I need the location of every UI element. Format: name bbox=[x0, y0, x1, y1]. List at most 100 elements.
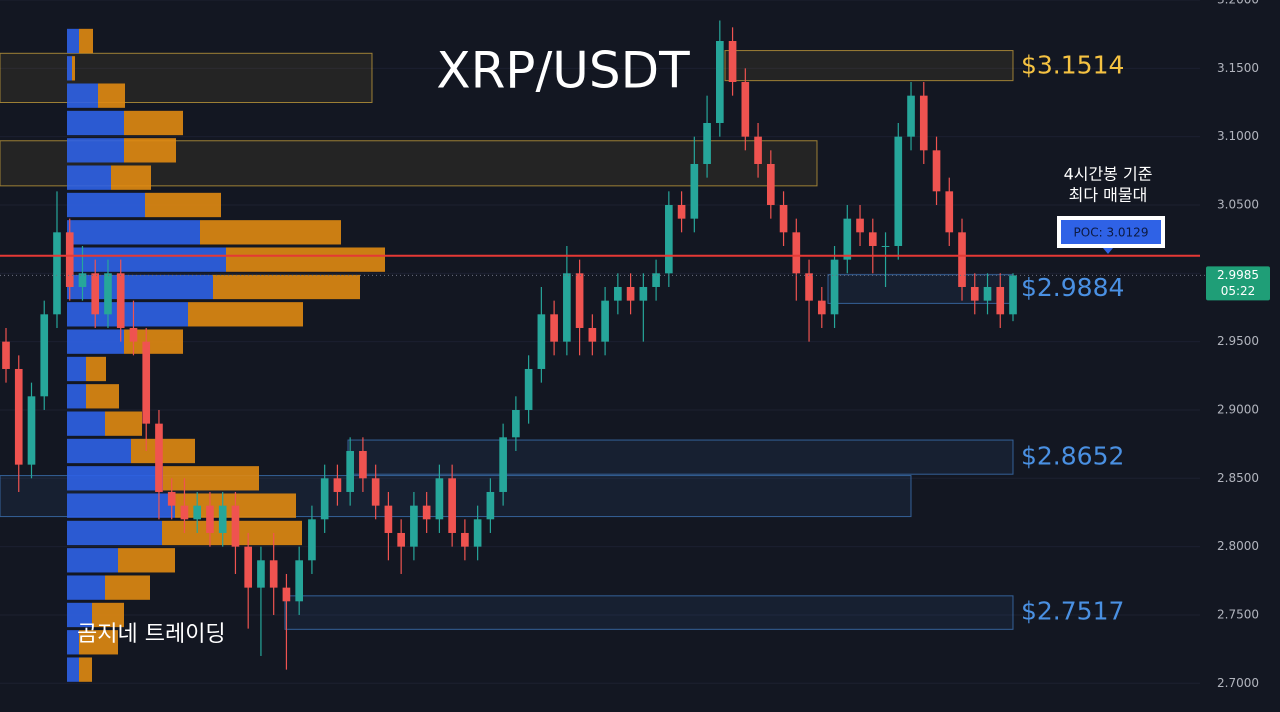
y-tick-label: 2.9500 bbox=[1217, 334, 1259, 348]
candle-body bbox=[320, 478, 329, 520]
candle-body bbox=[588, 327, 597, 342]
annotation: 4시간봉 기준 bbox=[1064, 165, 1153, 184]
profile-buy bbox=[67, 575, 105, 600]
candle-body bbox=[715, 40, 724, 123]
profile-buy bbox=[67, 247, 226, 272]
candle-body bbox=[180, 505, 189, 520]
candle-body bbox=[945, 191, 954, 233]
profile-buy bbox=[67, 56, 72, 81]
candle-body bbox=[91, 273, 100, 315]
candle-body bbox=[193, 505, 202, 520]
candle-body bbox=[512, 409, 520, 438]
chart-title: XRP/USDT bbox=[436, 42, 690, 100]
candle-body bbox=[53, 232, 61, 315]
candle-body bbox=[550, 314, 558, 342]
candle-body bbox=[881, 245, 890, 247]
y-tick-label: 3.1500 bbox=[1217, 61, 1259, 75]
candle-body bbox=[932, 150, 941, 192]
candle-body bbox=[817, 300, 826, 315]
profile-buy bbox=[67, 83, 98, 108]
zone-label: $2.9884 bbox=[1021, 273, 1124, 302]
candle-body bbox=[116, 273, 125, 328]
profile-buy bbox=[67, 138, 124, 163]
profile-buy bbox=[67, 274, 213, 300]
profile-sell bbox=[131, 438, 195, 464]
candle-body bbox=[843, 218, 852, 260]
annotation: 최다 매물대 bbox=[1069, 186, 1148, 205]
candle-body bbox=[677, 204, 686, 219]
candle-body bbox=[524, 368, 533, 410]
profile-buy bbox=[67, 356, 86, 382]
candle-body bbox=[639, 286, 648, 301]
profile-sell bbox=[111, 165, 151, 190]
profile-buy bbox=[67, 548, 118, 573]
candle-body bbox=[461, 532, 469, 547]
candle-body bbox=[422, 505, 431, 520]
profile-buy bbox=[67, 602, 92, 628]
profile-buy bbox=[67, 28, 79, 54]
candle-body bbox=[1009, 275, 1017, 315]
profile-sell bbox=[163, 466, 259, 491]
profile-buy bbox=[67, 411, 105, 436]
profile-sell bbox=[86, 384, 119, 409]
candle-body bbox=[907, 95, 915, 137]
zone-label: $2.7517 bbox=[1021, 597, 1124, 626]
profile-buy bbox=[67, 466, 163, 491]
candle-body bbox=[805, 273, 813, 301]
profile-sell bbox=[79, 28, 93, 54]
candle-body bbox=[575, 273, 584, 328]
profile-sell bbox=[92, 602, 124, 628]
profile-sell bbox=[226, 247, 385, 272]
candle-body bbox=[384, 505, 393, 533]
profile-buy bbox=[67, 384, 86, 409]
watermark: 곰지네 트레이딩 bbox=[77, 622, 226, 647]
candle-body bbox=[868, 232, 877, 246]
profile-sell bbox=[72, 56, 75, 81]
candle-body bbox=[346, 450, 354, 492]
poc-box bbox=[1061, 220, 1161, 244]
candle-body bbox=[486, 491, 495, 520]
candle-body bbox=[779, 204, 788, 233]
profile-sell bbox=[200, 220, 341, 245]
candle-body bbox=[614, 286, 622, 301]
candle-body bbox=[448, 478, 456, 533]
candle-body bbox=[983, 286, 992, 301]
candle-body bbox=[690, 163, 699, 219]
candle-body bbox=[244, 546, 253, 588]
profile-sell bbox=[188, 302, 303, 327]
candle-body bbox=[78, 273, 87, 287]
candle-body bbox=[359, 450, 367, 479]
candle-body bbox=[257, 560, 265, 588]
candles bbox=[2, 20, 1017, 670]
volume-profile bbox=[67, 28, 385, 682]
profile-sell bbox=[79, 630, 118, 655]
candle-body bbox=[970, 286, 979, 301]
poc-label: POC: 3.0129 bbox=[1074, 226, 1149, 240]
candle-body bbox=[206, 505, 214, 533]
candle-body bbox=[142, 341, 151, 424]
profile-sell bbox=[105, 411, 142, 436]
zone bbox=[284, 595, 1014, 630]
candle-body bbox=[218, 505, 227, 533]
zone bbox=[724, 50, 1014, 82]
profile-sell bbox=[124, 110, 183, 136]
profile-sell bbox=[145, 192, 221, 218]
profile-sell bbox=[79, 657, 92, 682]
candle-body bbox=[626, 286, 635, 301]
profile-buy bbox=[67, 165, 111, 190]
candle-body bbox=[282, 587, 291, 602]
candle-body bbox=[333, 478, 342, 492]
candle-body bbox=[894, 136, 903, 246]
candle-body bbox=[856, 218, 864, 233]
candle-body bbox=[741, 81, 750, 137]
candle-body bbox=[919, 95, 928, 151]
profile-buy bbox=[67, 192, 145, 218]
candle-body bbox=[65, 232, 74, 287]
profile-sell bbox=[118, 548, 175, 573]
profile-sell bbox=[86, 356, 106, 382]
zone bbox=[0, 52, 373, 103]
zones bbox=[0, 50, 1014, 630]
candle-body bbox=[410, 505, 418, 547]
